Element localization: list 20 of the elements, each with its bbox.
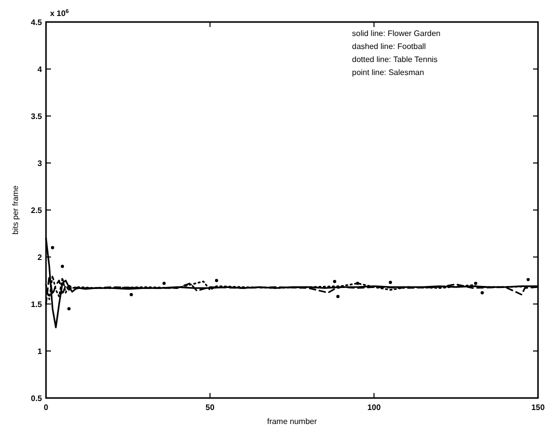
annotation: point line: Salesman — [352, 68, 424, 77]
y-tick-label: 4 — [38, 64, 43, 74]
x-tick-label: 150 — [531, 403, 546, 412]
y-tick-label: 2 — [38, 252, 43, 262]
y-axis-title: bits per frame — [11, 184, 20, 234]
y-tick-label: 2.5 — [30, 206, 43, 215]
annotation: dashed line: Football — [352, 42, 426, 51]
y-tick-label: 3 — [38, 158, 43, 168]
x-tick-label: 100 — [367, 403, 382, 412]
y-tick-label: 1 — [38, 346, 43, 356]
x-tick-label: 0 — [44, 403, 49, 412]
y-tick-label: 0.5 — [30, 394, 43, 403]
y-tick-label: 1.5 — [30, 300, 43, 309]
x-axis-title: frame number — [267, 417, 318, 426]
text: x 10$^{6}$ — [50, 9, 69, 18]
annotation: solid line: Flower Garden — [352, 29, 440, 38]
y-tick-label: 4.5 — [30, 18, 43, 27]
annotation: dotted line: Table Tennis — [352, 55, 438, 64]
y-tick-label: 3.5 — [30, 112, 43, 121]
x-tick-label: 50 — [206, 403, 215, 412]
